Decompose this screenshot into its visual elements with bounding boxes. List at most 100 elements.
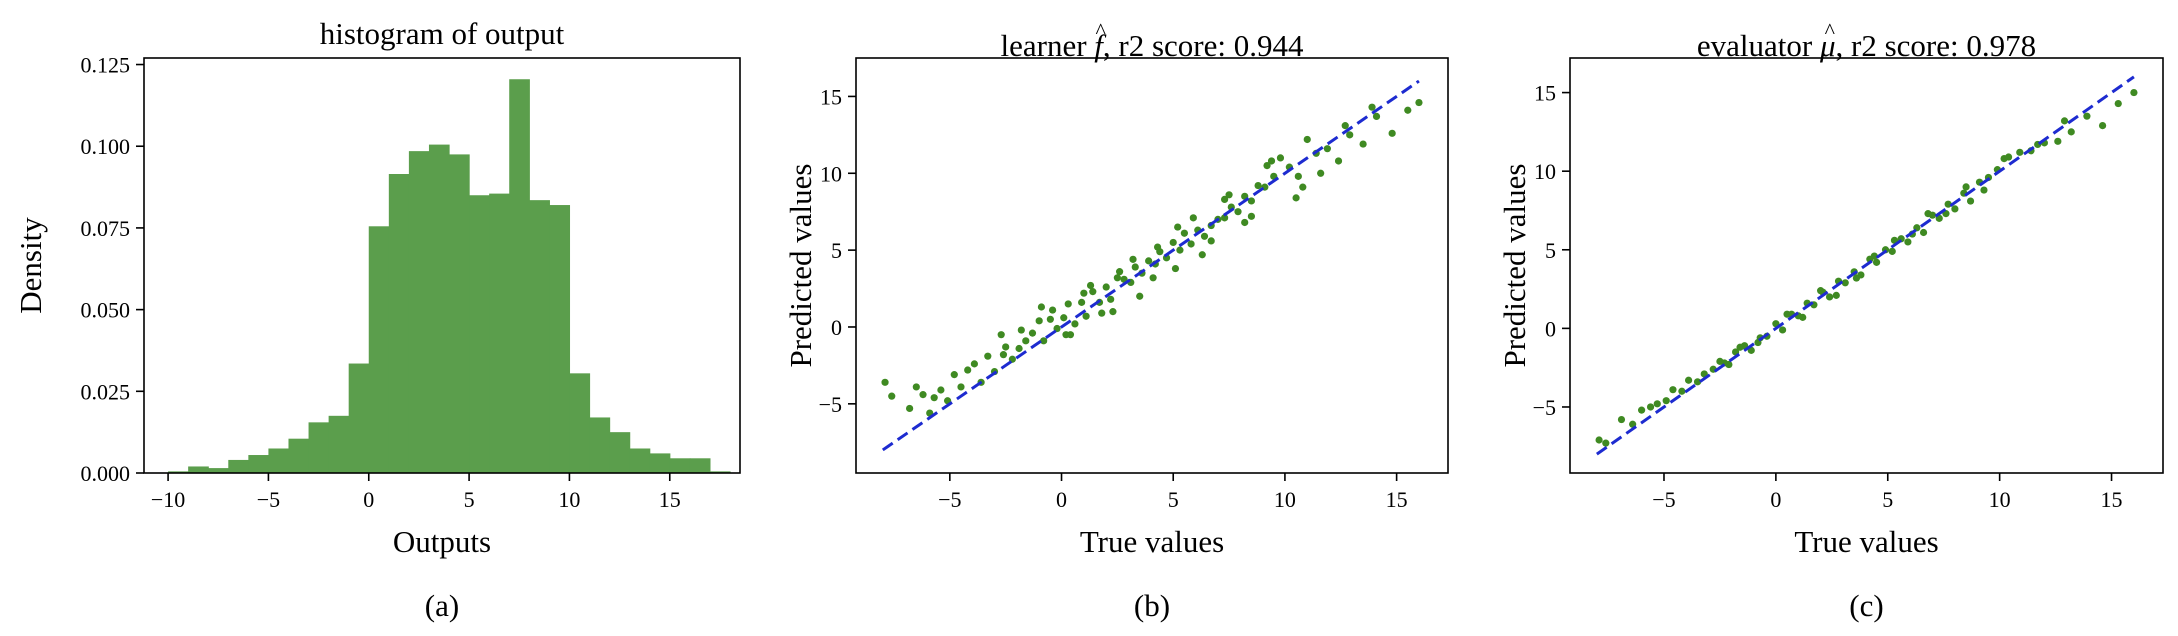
scatter-point [1924,210,1932,218]
scatter-point [1254,181,1262,190]
x-tick-label: 15 [659,487,681,512]
scatter-point [2060,117,2069,125]
histogram-bar [268,448,290,473]
scatter-point [2000,155,2008,163]
scatter-point [999,351,1008,359]
title-accent: ^ [1825,18,1836,43]
scatter-point [1388,129,1396,137]
axes-frame [143,57,741,474]
axes-frame [855,57,1449,474]
histogram-bar [649,453,671,473]
histogram-bar [248,455,270,473]
scatter-point [1136,292,1144,300]
scatter-point [1035,317,1043,325]
y-axis-label: Predicted values [1497,163,1532,367]
panel-3: −5 0 5 10 15 −5 0 5 10 15 True values Predicted val… [1497,18,2164,623]
y-tick-label: 0.025 [81,379,131,404]
x-tick-label: 0 [1770,487,1781,512]
scatter-point [1187,240,1195,248]
scatter-point [1028,329,1037,337]
scatter-point [1241,218,1249,227]
scatter-point [1221,195,1229,204]
axes-frame [1569,57,2164,474]
scatter-point [1153,243,1162,251]
x-tick-label: 10 [1274,487,1296,512]
scatter-point [2130,88,2138,97]
scatter-point [1225,191,1233,199]
scatter-point [2016,148,2024,156]
histogram-bar [328,415,350,473]
scatter-point [1247,197,1256,205]
scatter-point [1017,326,1025,334]
histogram-bar [589,417,611,473]
scatter-point [888,392,896,400]
x-axis-label: True values [1794,524,1938,559]
scatter-point [1234,208,1242,216]
scatter-point [2098,121,2107,130]
scatter-point [1066,331,1075,339]
panel-label: (b) [1134,588,1170,623]
scatter-point [1638,406,1646,414]
identity-line [1595,75,2135,456]
chart-title: histogram of output [320,16,565,51]
panel-1: −10 −5 0 5 10 15 0.000 0.025 0.050 0.075 0.100 0.12… [13,16,741,623]
scatter-point [1966,197,1975,205]
title-suffix: , r2 score: 0.944 [1103,28,1304,63]
scatter-point [919,391,927,399]
y-tick-label: 0 [831,315,842,340]
x-tick-label: 15 [2101,487,2123,512]
scatter-point [1002,343,1010,351]
scatter-point [881,378,889,386]
scatter-point [1113,274,1121,282]
scatter-point [950,371,958,379]
scatter-point [1086,281,1095,290]
scatter-point [1341,122,1349,130]
histogram-bar [168,471,189,473]
y-tick-label: 0.000 [81,461,131,486]
scatter-point [906,404,914,413]
scatter-point [1247,212,1256,220]
histogram-bar [208,468,229,473]
scatter-point [1870,252,1878,260]
scatter-point [997,331,1005,339]
scatter-point [1276,154,1285,162]
scatter-point [1685,376,1693,384]
scatter-point [1169,238,1177,247]
scatter-point [1171,264,1180,273]
scatter-point [1359,140,1367,148]
scatter-point [1149,274,1157,282]
scatter-point [1299,183,1307,191]
panel-label: (c) [1849,588,1883,623]
scatter-point [1180,229,1188,237]
identity-line [881,79,1420,452]
scatter-point [1825,293,1834,301]
y-tick-label: 10 [1534,159,1556,184]
scatter-point [1832,291,1840,299]
scatter-point [1174,223,1182,231]
scatter-point [1131,263,1139,271]
x-axis-label: Outputs [393,524,491,559]
y-tick-label: 10 [820,161,842,186]
scatter-point [984,352,992,360]
x-tick-label: −5 [938,487,961,512]
scatter-point [1129,255,1137,263]
scatter-point [1317,169,1325,177]
x-tick-label: 5 [1882,487,1893,512]
scatter-point [970,360,979,368]
title-symbol: μ [1819,28,1836,63]
scatter-point [1872,258,1881,266]
y-tick-label: 0 [1545,316,1556,341]
scatter-point [964,366,972,374]
scatter-point [1292,194,1300,202]
panel-label: (a) [425,588,459,623]
y-tick-label: 15 [820,84,842,109]
scatter-point [1951,205,1959,213]
y-tick-label: 0.075 [81,216,131,241]
scatter-point [1089,288,1097,296]
scatter-point [1646,403,1655,411]
scatter-point [1662,397,1670,405]
title-suffix: , r2 score: 0.978 [1836,28,2037,63]
scatter-point [1064,300,1072,308]
scatter-point [2054,137,2062,145]
